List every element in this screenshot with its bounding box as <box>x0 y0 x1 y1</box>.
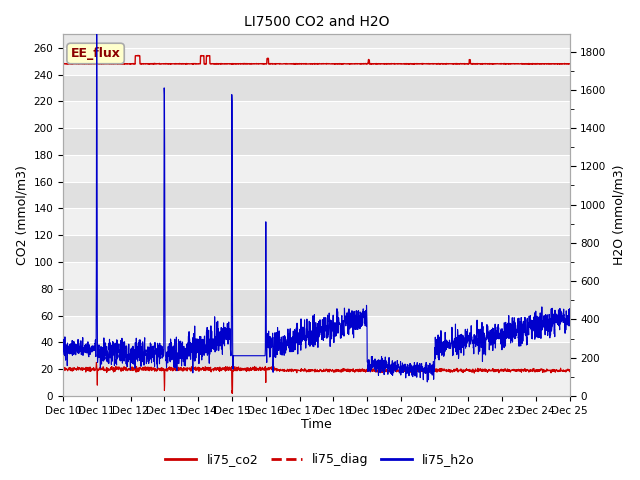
Y-axis label: H2O (mmol/m3): H2O (mmol/m3) <box>612 165 625 265</box>
Bar <box>63 208 570 235</box>
Bar <box>63 262 570 289</box>
Legend: li75_co2, li75_diag, li75_h2o: li75_co2, li75_diag, li75_h2o <box>160 448 480 471</box>
Bar <box>63 235 570 262</box>
Y-axis label: CO2 (mmol/m3): CO2 (mmol/m3) <box>15 165 28 265</box>
Bar <box>63 315 570 342</box>
X-axis label: Time: Time <box>301 419 332 432</box>
Bar <box>63 101 570 128</box>
Title: LI7500 CO2 and H2O: LI7500 CO2 and H2O <box>244 15 389 29</box>
Bar <box>63 369 570 396</box>
Bar <box>63 342 570 369</box>
Bar <box>63 48 570 74</box>
Bar <box>63 74 570 101</box>
Bar <box>63 181 570 208</box>
Text: EE_flux: EE_flux <box>70 47 120 60</box>
Bar <box>63 128 570 155</box>
Bar <box>63 155 570 181</box>
Bar <box>63 289 570 315</box>
